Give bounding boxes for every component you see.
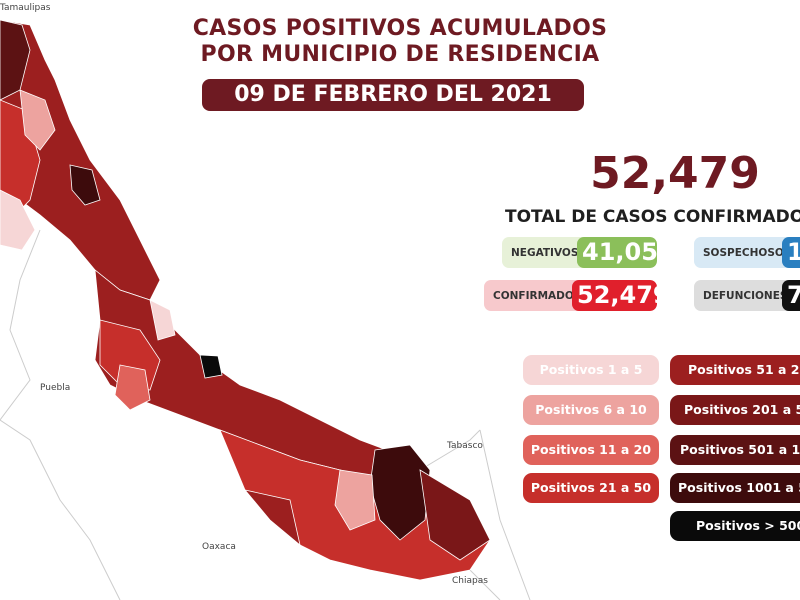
central-light-zone <box>114 364 151 411</box>
legend-item-8: Positivos 1001 a 5000 <box>670 473 800 503</box>
page-title: CASOS POSITIVOS ACUMULADOS POR MUNICIPIO… <box>150 16 650 68</box>
label-tamaulipas: Tamaulipas <box>0 3 51 13</box>
south-mid-zone <box>419 469 491 561</box>
legend-item-4: Positivos 21 a 50 <box>523 473 659 503</box>
legend-item-3: Positivos 11 a 20 <box>523 435 659 465</box>
title-line-1: CASOS POSITIVOS ACUMULADOS <box>192 16 608 41</box>
defunciones-label: DEFUNCIONES <box>703 289 788 302</box>
total-cases-label: TOTAL DE CASOS CONFIRMADOS <box>505 207 800 227</box>
legend-item-9: Positivos > 5000 <box>670 511 800 541</box>
date-badge: 09 DE FEBRERO DEL 2021 <box>202 79 584 111</box>
legend-item-6: Positivos 201 a 500 <box>670 395 800 425</box>
defunciones-stat: DEFUNCIONES 7 <box>694 280 800 311</box>
coastal-dark-zone <box>69 164 101 206</box>
legend-item-1: Positivos 1 a 5 <box>523 355 659 385</box>
negativos-stat: NEGATIVOS 41,052 <box>502 237 657 268</box>
legend-item-2: Positivos 6 a 10 <box>523 395 659 425</box>
west-light-zone <box>0 189 36 251</box>
label-chiapas: Chiapas <box>452 576 488 586</box>
defunciones-value: 7 <box>782 280 800 311</box>
label-tabasco: Tabasco <box>447 441 483 451</box>
state-body <box>0 19 491 581</box>
south-pale-zone <box>334 469 376 531</box>
confirmados-stat: CONFIRMADOS 52,479 <box>484 280 657 311</box>
south-west-zone <box>243 489 301 547</box>
legend-item-5: Positivos 51 a 200 <box>670 355 800 385</box>
veracruz-port-zone <box>199 354 223 379</box>
confirmados-value: 52,479 <box>572 280 657 311</box>
label-puebla: Puebla <box>40 383 71 393</box>
central-pale-zone <box>149 299 176 341</box>
legend-item-7: Positivos 501 a 1000 <box>670 435 800 465</box>
negativos-label: NEGATIVOS <box>511 246 579 259</box>
total-cases-number: 52,479 <box>590 148 760 199</box>
sospechosos-value: 1 <box>782 237 800 268</box>
negativos-value: 41,052 <box>577 237 657 268</box>
north-region <box>0 19 161 301</box>
sospechosos-label: SOSPECHOSOS <box>703 246 792 259</box>
north-light-zone <box>19 89 56 151</box>
confirmados-label: CONFIRMADOS <box>493 289 582 302</box>
sospechosos-stat: SOSPECHOSOS 1 <box>694 237 800 268</box>
title-line-2: POR MUNICIPIO DE RESIDENCIA <box>200 42 600 67</box>
north-tip <box>0 19 31 101</box>
label-oaxaca: Oaxaca <box>202 542 236 552</box>
